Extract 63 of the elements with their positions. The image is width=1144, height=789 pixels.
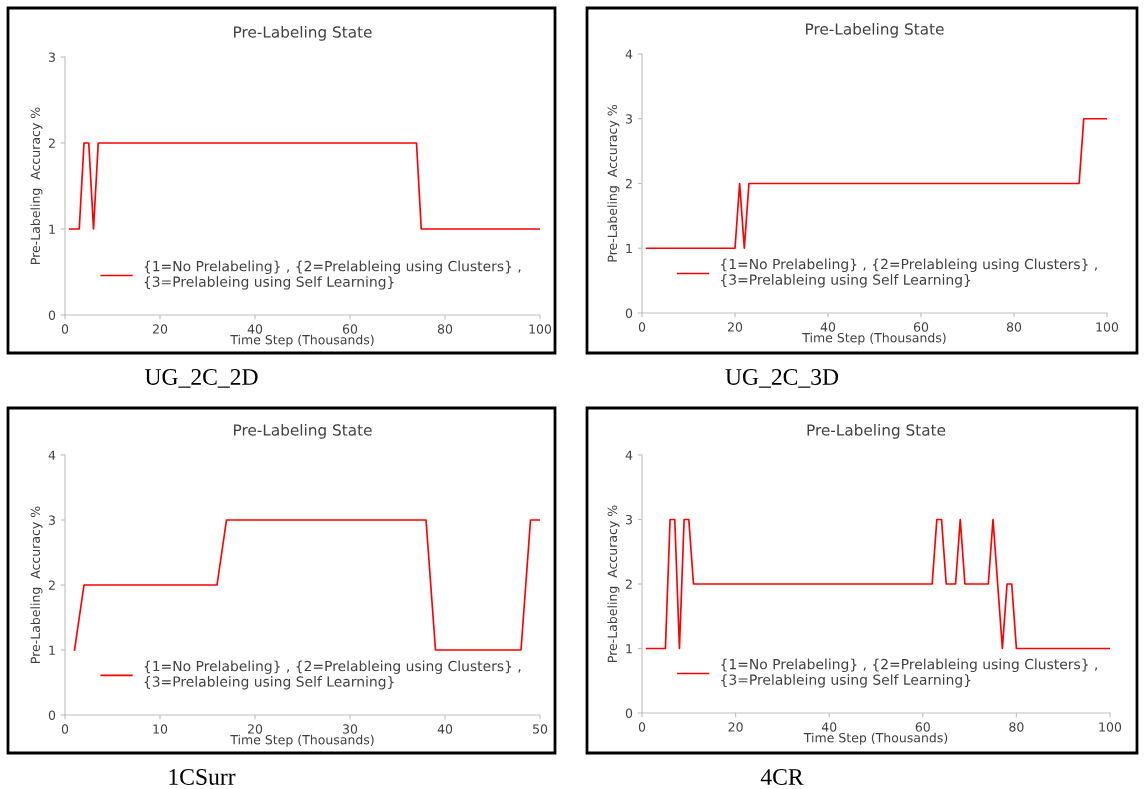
x-tick-label: 10	[153, 724, 168, 734]
y-tick-label: 1	[49, 224, 55, 234]
y-tick-label: 1	[49, 645, 55, 655]
legend-label: {1=No Prelabeling} , {2=Prelableing using Clusters} , {3=Prelableing using Self Learning}	[721, 258, 1097, 288]
x-axis-title: Time Step (Thousands)	[802, 332, 946, 345]
y-tick-label: 3	[625, 514, 632, 525]
x-tick-label: 50	[533, 724, 548, 734]
y-tick-label: 4	[625, 49, 633, 59]
x-tick-label: 0	[61, 724, 69, 734]
y-tick-label: 2	[48, 580, 55, 590]
x-tick-label: 80	[1006, 322, 1022, 332]
x-tick-label: 30	[343, 724, 358, 734]
x-axis-title: Time Step (Thousands)	[230, 334, 374, 347]
text: 4CR	[760, 769, 804, 785]
y-tick-label: 2	[625, 579, 632, 589]
chart-title: Pre-Labeling State	[807, 423, 946, 439]
chart-title: Pre-Labeling State	[806, 22, 944, 38]
text: 1CSurr	[169, 769, 236, 785]
y-tick-label: 1	[626, 644, 632, 654]
y-tick-label: 1	[626, 243, 632, 253]
x-tick-label: 0	[638, 322, 646, 332]
y-axis-title: Pre-Labeling Accuracy %	[607, 505, 620, 662]
x-tick-label: 0	[61, 324, 69, 334]
text: UG_2C_3D	[725, 369, 839, 388]
x-tick-label: 100	[1096, 322, 1119, 332]
x-tick-label: 40	[437, 724, 453, 734]
x-tick-label: 20	[247, 724, 263, 734]
x-tick-label: 20	[152, 324, 168, 334]
x-tick-label: 20	[727, 322, 743, 332]
legend-label: {1=No Prelabeling} , {2=Prelableing using Clusters} , {3=Prelableing using Self Learning}	[144, 260, 521, 290]
text: UG_2C_2D	[144, 369, 258, 388]
x-tick-label: 100	[529, 324, 552, 334]
x-tick-label: 40	[820, 322, 836, 332]
y-tick-label: 4	[625, 450, 633, 460]
x-tick-label: 80	[437, 324, 453, 334]
legend-label: {1=No Prelabeling} , {2=Prelableing using Clusters} , {3=Prelableing using Self Learning}	[721, 658, 1098, 688]
x-tick-label: 20	[728, 722, 743, 732]
y-tick-label: 2	[625, 178, 632, 189]
legend-label: {1=No Prelabeling} , {2=Prelableing using Clusters} , {3=Prelableing using Self Learning}	[144, 660, 521, 690]
x-axis-title: Time Step (Thousands)	[230, 734, 374, 747]
y-axis-title: Pre-Labeling Accuracy %	[607, 105, 620, 262]
y-axis-title: Pre-Labeling Accuracy %	[30, 506, 43, 663]
x-tick-label: 60	[342, 324, 358, 334]
x-tick-label: 60	[915, 722, 930, 732]
y-tick-label: 0	[625, 708, 633, 718]
chart-title: Pre-Labeling State	[234, 25, 372, 41]
x-tick-label: 100	[1099, 722, 1122, 732]
y-tick-label: 0	[48, 310, 56, 320]
y-tick-label: 3	[48, 52, 55, 62]
x-tick-label: 40	[821, 722, 837, 732]
x-tick-label: 0	[638, 722, 646, 732]
y-tick-label: 2	[48, 138, 55, 148]
y-tick-label: 3	[625, 114, 632, 124]
y-tick-label: 0	[48, 710, 56, 720]
y-axis-title: Pre-Labeling Accuracy %	[30, 107, 43, 264]
y-tick-label: 4	[48, 450, 56, 460]
x-tick-label: 40	[247, 324, 263, 334]
x-tick-label: 80	[1009, 722, 1024, 732]
y-tick-label: 3	[48, 515, 55, 525]
x-axis-title: Time Step (Thousands)	[803, 732, 948, 745]
x-tick-label: 60	[913, 322, 929, 332]
chart-title: Pre-Labeling State	[234, 423, 372, 439]
y-tick-label: 0	[625, 308, 633, 318]
